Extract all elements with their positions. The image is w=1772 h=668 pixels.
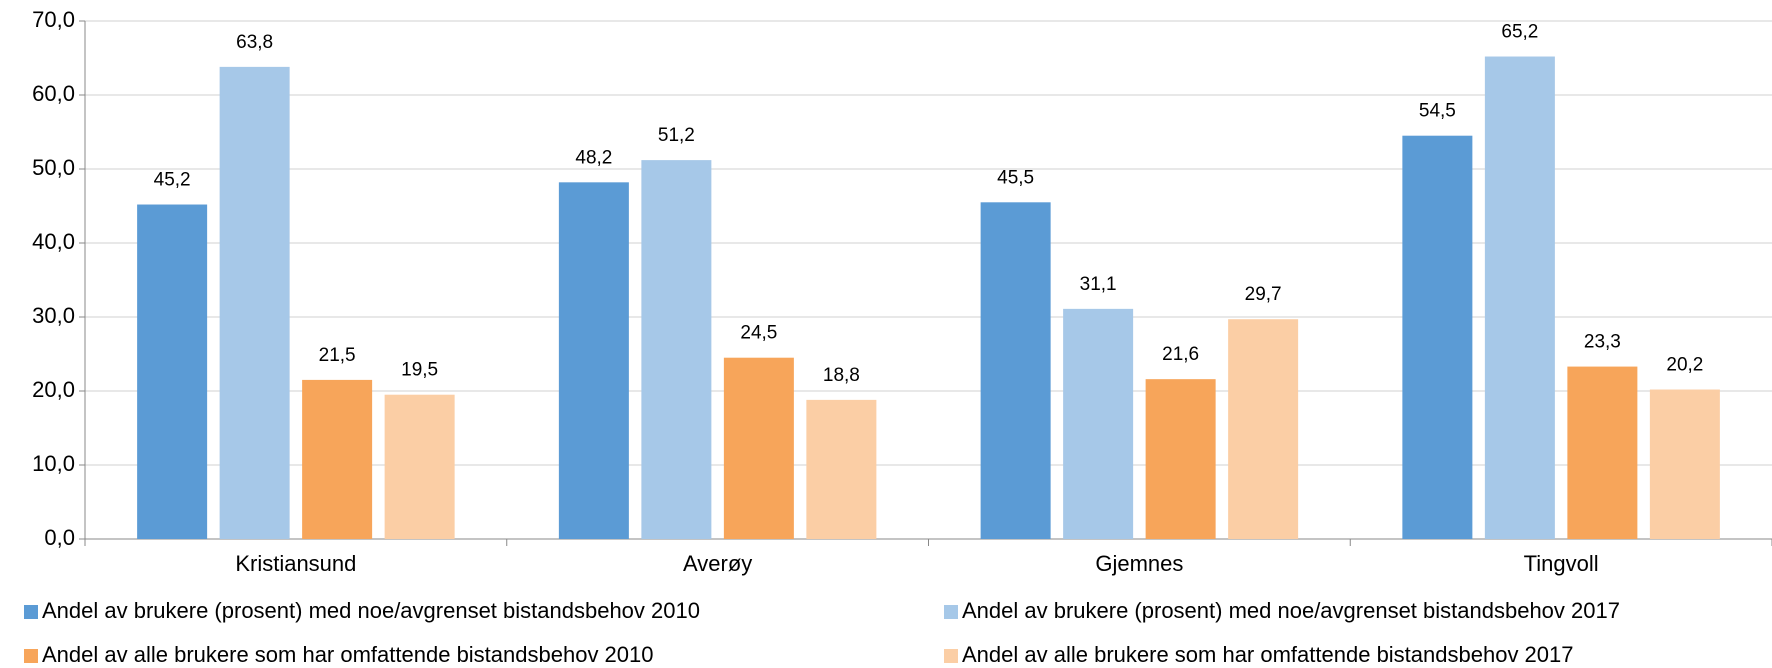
bar [137,205,207,539]
legend-swatch [944,649,958,663]
value-label: 18,8 [823,365,860,386]
value-label: 45,2 [154,170,191,191]
y-tick-label: 30,0 [32,303,75,328]
value-label: 23,3 [1584,332,1621,353]
bar [1228,319,1298,539]
x-tick-label: Kristiansund [235,551,356,576]
legend-label: Andel av brukere (prosent) med noe/avgre… [962,598,1620,623]
value-label: 21,6 [1162,344,1199,365]
y-tick-label: 60,0 [32,81,75,106]
bar [559,182,629,539]
legend-label: Andel av alle brukere som har omfattende… [962,642,1574,667]
legend-swatch [24,605,38,619]
value-label: 63,8 [236,32,273,53]
x-tick-label: Tingvoll [1524,551,1599,576]
bar [1146,379,1216,539]
x-tick-label: Gjemnes [1095,551,1183,576]
value-label: 19,5 [401,360,438,381]
value-label: 24,5 [740,323,777,344]
bar [302,380,372,539]
y-tick-label: 70,0 [32,7,75,32]
y-tick-label: 20,0 [32,377,75,402]
y-tick-label: 0,0 [44,525,75,550]
value-label: 51,2 [658,125,695,146]
bar [1650,390,1720,539]
legend-swatch [944,605,958,619]
value-label: 31,1 [1080,274,1117,295]
bar [724,358,794,539]
bar [385,395,455,539]
bar [981,202,1051,539]
y-tick-label: 10,0 [32,451,75,476]
bar [1063,309,1133,539]
bar [806,400,876,539]
x-tick-label: Averøy [683,551,752,576]
bar [641,160,711,539]
value-label: 21,5 [319,345,356,366]
bar [1402,136,1472,539]
value-label: 29,7 [1245,284,1282,305]
bar [1567,367,1637,539]
y-tick-label: 40,0 [32,229,75,254]
value-label: 65,2 [1501,22,1538,43]
legend-label: Andel av alle brukere som har omfattende… [42,642,654,667]
value-label: 20,2 [1666,355,1703,376]
bar [1485,57,1555,539]
value-label: 54,5 [1419,101,1456,122]
y-tick-label: 50,0 [32,155,75,180]
value-label: 45,5 [997,167,1034,188]
bar [220,67,290,539]
legend-swatch [24,649,38,663]
legend-label: Andel av brukere (prosent) med noe/avgre… [42,598,700,623]
chart: 0,0 10,0 20,0 30,0 40,0 50,0 60,0 70,0 Kristians… [0,0,1772,668]
value-label: 48,2 [575,147,612,168]
